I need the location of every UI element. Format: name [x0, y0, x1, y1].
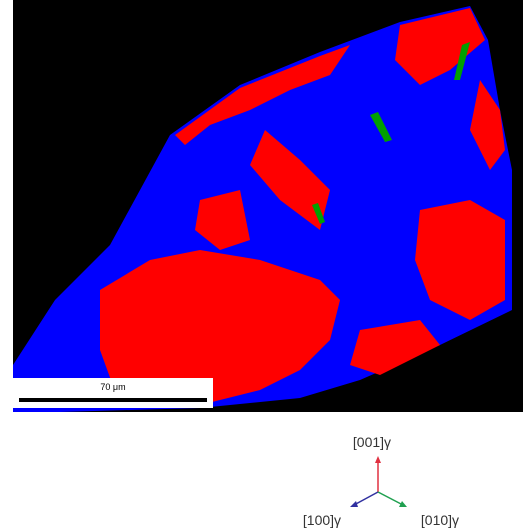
axis-triad: [001]γ [100]γ [010]γ: [303, 434, 459, 528]
scale-bar-line: [19, 398, 207, 402]
figure: 70 μm [001]γ [100]γ [010]γ: [0, 0, 523, 532]
arrow-head: [375, 456, 381, 463]
scale-bar-label: 70 μm: [100, 382, 125, 392]
axis-arrow-right: [378, 492, 403, 505]
scale-bar: 70 μm: [13, 378, 213, 408]
axis-label-left: [100]γ: [303, 512, 341, 528]
axis-label-right: [010]γ: [421, 512, 459, 528]
arrow-head: [350, 501, 358, 507]
axis-arrow-left: [354, 492, 378, 505]
axis-label-up: [001]γ: [353, 434, 391, 450]
